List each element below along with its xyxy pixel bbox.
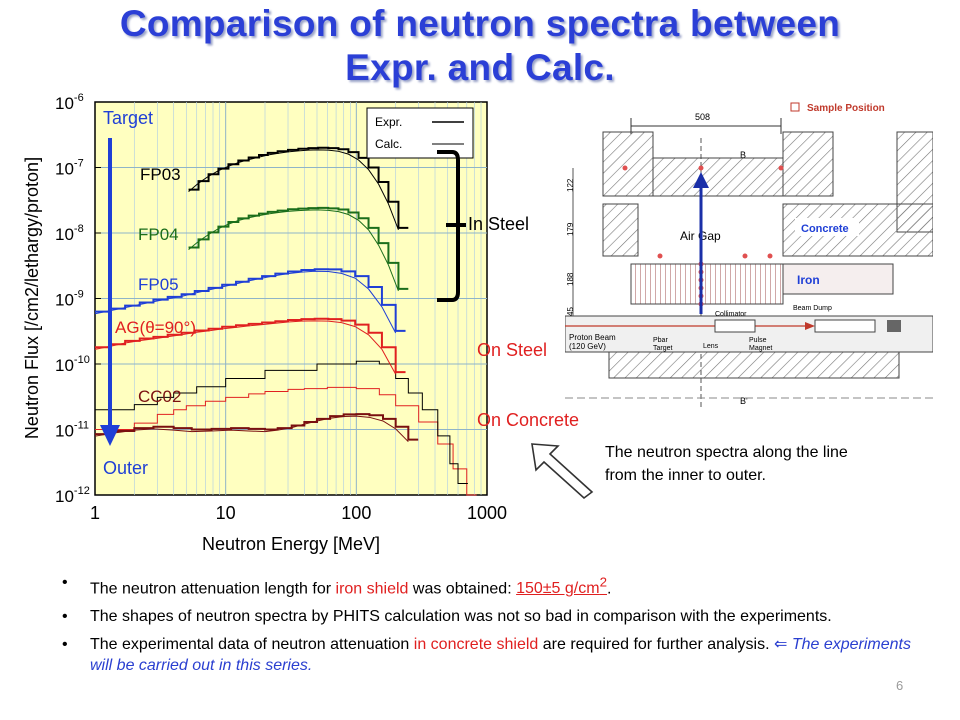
x-tick-label: 1: [90, 503, 100, 523]
slide-title: Comparison of neutron spectra between Ex…: [0, 2, 960, 90]
pulse-magnet-label-1: Pulse: [749, 337, 767, 344]
beam-dump-label: Beam Dump: [793, 305, 832, 312]
y-tick-label: 10-11: [55, 420, 89, 441]
target-outer-arrowhead: [100, 425, 120, 446]
annotation-on-steel: On Steel: [477, 340, 548, 360]
bullet-1: The neutron attenuation length for iron …: [62, 572, 932, 599]
series-label-fp05: FP05: [138, 275, 179, 294]
annotation-target: Target: [103, 108, 153, 128]
expr-line: [95, 413, 419, 441]
lens-label: Lens: [703, 343, 719, 350]
y-tick-label: 10-6: [55, 92, 84, 113]
proton-beam-label-2: (120 GeV): [569, 342, 606, 351]
y-tick-label: 10-7: [55, 158, 84, 179]
pulse-magnet-label-2: Magnet: [749, 345, 772, 352]
series-label-fp04: FP04: [138, 225, 179, 244]
y-tick-label: 10-10: [55, 354, 90, 375]
envelopes: [95, 360, 477, 496]
dim-188: 188: [566, 272, 575, 286]
x-axis-label: Neutron Energy [MeV]: [202, 534, 380, 554]
legend: Expr. Calc.: [366, 107, 474, 159]
annotation-in-steel: In Steel: [468, 214, 530, 234]
x-tick-label: 1000: [467, 503, 507, 523]
expr-line: [95, 317, 406, 374]
dim-179: 179: [566, 222, 575, 236]
pbar-target-label-2: Target: [653, 345, 673, 352]
legend-entry-expr: Expr.: [375, 115, 402, 129]
y-tick-label: 10-12: [55, 485, 90, 506]
series-label-fp03: FP03: [140, 165, 181, 184]
page-number: 6: [896, 678, 904, 693]
series-label-cc02: CC02: [138, 387, 181, 406]
bullet-list: The neutron attenuation length for iron …: [62, 572, 932, 683]
sample-position-label: Sample Position: [807, 103, 885, 114]
expr-line: [95, 268, 406, 332]
expr-line: [188, 206, 409, 290]
dim-508: 508: [695, 112, 710, 122]
expr-line: [188, 146, 409, 229]
dim-122: 122: [566, 178, 575, 192]
series-label-ag: AG(θ=90°): [115, 318, 196, 337]
label-b-prime: B': [740, 396, 748, 406]
x-tick-label: 10: [216, 503, 236, 523]
envelope-line: [95, 360, 468, 484]
axis-ticks: 1 10 100 1000 10-6 10-7 10-8 10-9 10-10 10-11 10-1…: [55, 92, 507, 523]
title-line-1: Comparison of neutron spectra between: [119, 3, 841, 44]
inner-outer-arrowhead: [693, 172, 709, 188]
shield-schematic: 508 B B' Sample Position Air Gap Concret…: [564, 98, 934, 420]
envelope-line: [95, 386, 477, 496]
legend-entry-calc: Calc.: [375, 137, 402, 151]
dim-45: 45: [566, 307, 575, 316]
proton-beam-label-1: Proton Beam: [569, 333, 616, 342]
y-tick-label: 10-9: [55, 289, 84, 310]
label-b: B: [740, 150, 746, 160]
iron-label: Iron: [797, 273, 820, 287]
bullet-3: The experimental data of neutron attenua…: [62, 634, 932, 676]
y-tick-label: 10-8: [55, 223, 84, 244]
annotation-on-concrete: On Concrete: [477, 410, 580, 430]
schematic-drawing: 508 B B' Sample Position Air Gap Concret…: [564, 102, 934, 408]
neutron-spectra-chart: 1 10 100 1000 10-6 10-7 10-8 10-9 10-10 10-11 10-1…: [22, 92, 507, 554]
x-tick-label: 100: [341, 503, 371, 523]
collimator-label: Collimator: [715, 311, 747, 318]
pbar-target-label-1: Pbar: [653, 337, 668, 344]
hollow-arrow-icon: [531, 443, 594, 500]
title-line-2: Expr. and Calc.: [345, 47, 615, 88]
concrete-label: Concrete: [801, 223, 849, 235]
legend-box: [366, 107, 474, 159]
bullet-2: The shapes of neutron spectra by PHITS c…: [62, 606, 932, 627]
y-axis-label: Neutron Flux [/cm2/lethargy/proton]: [22, 157, 42, 439]
annotation-outer: Outer: [103, 458, 148, 478]
series-lines: [94, 146, 419, 443]
spectra-note: The neutron spectra along the line from …: [605, 444, 848, 484]
